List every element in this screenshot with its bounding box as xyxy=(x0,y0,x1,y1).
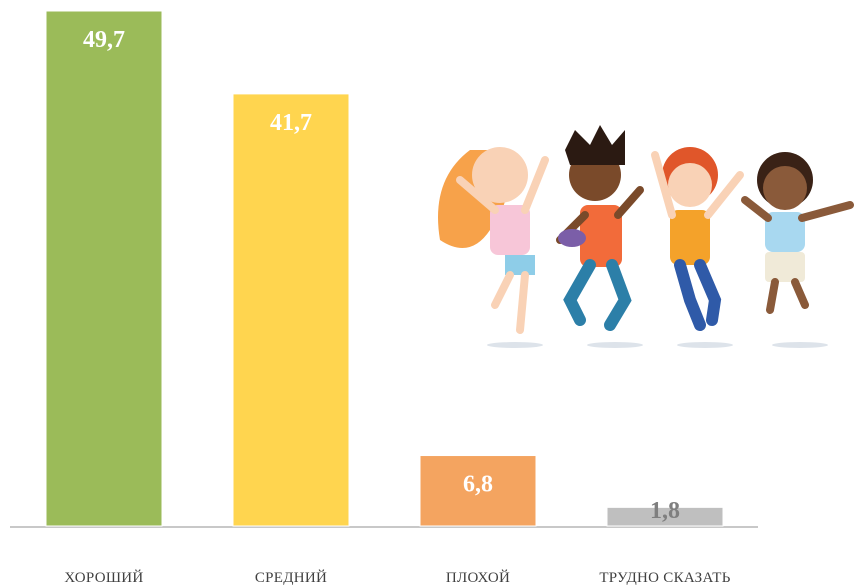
x-tick-label: ТРУДНО СКАЗАТЬ xyxy=(599,570,730,586)
x-tick-label: СРЕДНИЙ xyxy=(255,569,327,586)
chart: 49,7 ХОРОШИЙ 41,7 СРЕДНИЙ 6,8 ПЛОХОЙ 1,8 ТРУДНО… xyxy=(0,0,860,586)
bag xyxy=(558,229,586,247)
shadow xyxy=(677,342,733,348)
body xyxy=(670,210,710,265)
shadow xyxy=(487,342,543,348)
shadow xyxy=(772,342,828,348)
value-label: 41,7 xyxy=(270,110,312,136)
x-tick-label: ХОРОШИЙ xyxy=(64,569,143,586)
shadow xyxy=(587,342,643,348)
illustration xyxy=(438,125,850,348)
bar xyxy=(46,11,162,526)
x-tick-label: ПЛОХОЙ xyxy=(446,569,510,586)
head xyxy=(668,163,712,207)
value-label: 1,8 xyxy=(650,498,680,524)
page: {"chart_data": {"type": "bar", "categori… xyxy=(0,0,860,586)
hair xyxy=(565,125,625,165)
legs xyxy=(570,265,625,325)
value-label: 6,8 xyxy=(463,472,493,498)
value-label: 49,7 xyxy=(83,27,125,53)
legs xyxy=(680,265,715,325)
bar xyxy=(233,94,349,526)
skirt xyxy=(765,252,805,282)
head xyxy=(763,166,807,210)
